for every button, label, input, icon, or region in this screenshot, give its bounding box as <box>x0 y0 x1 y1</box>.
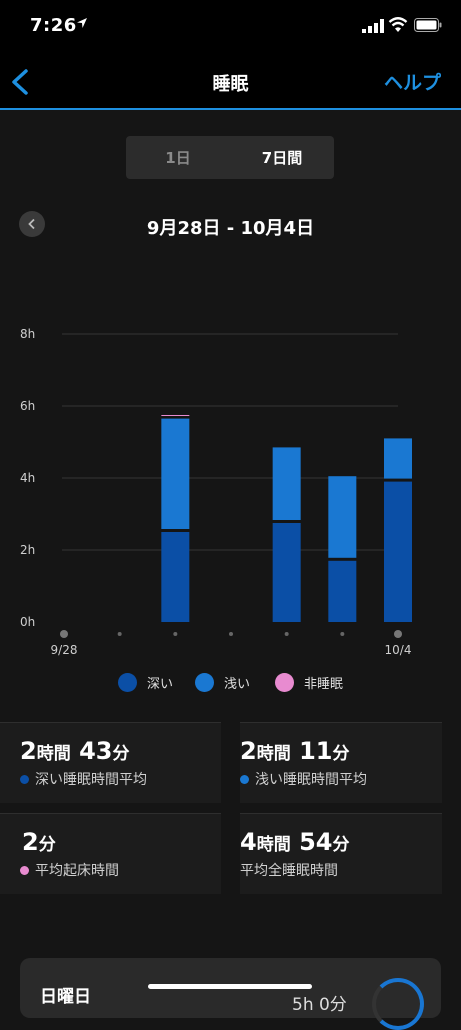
legend-item-awake: 非睡眠 <box>275 673 343 692</box>
awake-dot <box>20 865 29 875</box>
y-tick-label: 4h <box>20 471 35 485</box>
x-tick-label: 9/28 <box>51 643 78 657</box>
status-bar: 7:26 <box>0 0 461 56</box>
deep-average-label: 深い睡眠時間平均 <box>20 769 147 789</box>
help-button[interactable]: ヘルプ <box>383 72 441 94</box>
period-segmented-control: 1日 7日間 <box>126 136 334 179</box>
deep-dot <box>20 774 29 784</box>
legend-swatch-deep <box>118 673 137 692</box>
awake-average-label: 平均起床時間 <box>20 860 119 880</box>
stat-card-deep: 2時間 43分 深い睡眠時間平均 <box>0 722 221 803</box>
x-axis-marker <box>117 632 122 636</box>
total-average-label: 平均全睡眠時間 <box>240 863 338 879</box>
cellular-signal-icon <box>362 19 384 33</box>
location-arrow-icon <box>76 17 88 33</box>
light-average-value: 2時間 11分 <box>240 737 350 765</box>
stat-card-awake: 2分 平均起床時間 <box>0 813 221 894</box>
day-label: 日曜日 <box>40 987 91 1007</box>
x-axis-marker <box>394 630 402 638</box>
x-axis-marker <box>60 630 68 638</box>
battery-icon <box>414 18 442 32</box>
legend-swatch-light <box>195 673 214 692</box>
home-indicator[interactable] <box>148 984 312 989</box>
x-axis-marker <box>173 632 178 636</box>
bar-segment <box>384 481 412 622</box>
total-average-value: 4時間 54分 <box>240 828 350 856</box>
stat-card-light: 2時間 11分 浅い睡眠時間平均 <box>240 722 442 803</box>
tab-7-days[interactable]: 7日間 <box>261 149 303 167</box>
legend-item-deep: 深い <box>118 673 173 692</box>
bar-segment <box>328 560 357 622</box>
bar-segment <box>161 532 190 622</box>
light-average-label: 浅い睡眠時間平均 <box>240 769 367 789</box>
chevron-left-icon <box>28 218 35 230</box>
bar-segment <box>161 415 190 416</box>
bar-segment <box>384 438 412 479</box>
status-time: 7:26 <box>30 15 77 36</box>
stat-card-total: 4時間 54分 平均全睡眠時間 <box>240 813 442 894</box>
light-dot <box>240 774 249 784</box>
x-axis-marker <box>340 632 345 636</box>
x-tick-label: 10/4 <box>385 643 412 657</box>
y-tick-label: 8h <box>20 327 35 341</box>
legend-label-light: 浅い <box>224 677 251 692</box>
previous-range-button[interactable] <box>19 211 45 237</box>
chart-legend: 深い 浅い 非睡眠 <box>0 670 461 696</box>
bar-segment <box>272 523 301 622</box>
y-tick-label: 6h <box>20 399 35 413</box>
bar-segment <box>328 476 357 558</box>
y-tick-label: 2h <box>20 543 35 557</box>
x-axis-marker <box>284 632 289 636</box>
nav-bar: 睡眠 ヘルプ <box>0 56 461 110</box>
bar-segment <box>272 447 301 520</box>
awake-average-value: 2分 <box>22 828 56 856</box>
day-sleep-value: 5h 0分 <box>292 995 347 1015</box>
legend-swatch-awake <box>275 673 294 692</box>
y-tick-label: 0h <box>20 615 35 629</box>
page-title: 睡眠 <box>212 74 249 95</box>
legend-item-light: 浅い <box>195 673 250 692</box>
wifi-icon <box>388 17 408 32</box>
date-range-title: 9月28日 - 10月4日 <box>146 218 315 239</box>
sleep-ring <box>372 978 424 1030</box>
sleep-chart: 0h 2h 4h 6h 8h 9/28 10/4 <box>20 327 412 657</box>
tab-1-day[interactable]: 1日 <box>165 149 191 167</box>
legend-label-awake: 非睡眠 <box>304 677 344 692</box>
bar-segment <box>161 418 190 529</box>
legend-label-deep: 深い <box>147 677 174 692</box>
x-axis-marker <box>229 632 233 636</box>
deep-average-value: 2時間 43分 <box>20 737 130 765</box>
back-chevron-icon[interactable] <box>8 66 36 98</box>
